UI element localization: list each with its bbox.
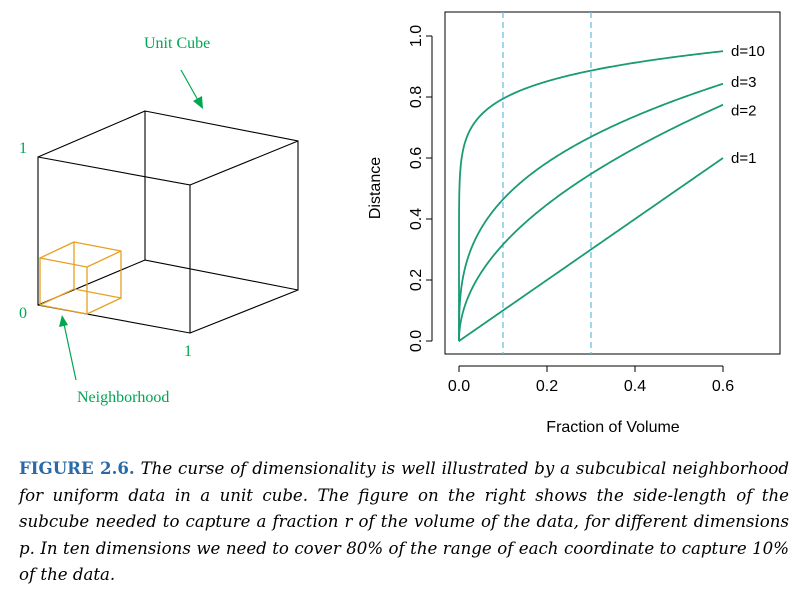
reference-lines (502, 12, 592, 354)
curve-label-d=1: d=1 (731, 150, 756, 167)
curve-d=10 (458, 50, 724, 341)
tick-1-horizontal: 1 (184, 343, 192, 360)
x-tick-label-0.4: 0.4 (624, 378, 646, 395)
x-axis: 0.0 0.2 0.4 0.6 (448, 365, 734, 395)
caption-label: FIGURE 2.6. (19, 458, 135, 478)
x-axis-label: Fraction of Volume (546, 419, 680, 436)
figure-caption: FIGURE 2.6. The curse of dimensionality … (19, 455, 789, 589)
y-tick-label-0.0: 0.0 (408, 330, 425, 352)
curve-label-d=2: d=2 (731, 103, 756, 120)
x-tick-label-0.6: 0.6 (712, 378, 734, 395)
curve-d=1 (458, 157, 724, 342)
distance-chart: d=1d=2d=3d=10 0.0 0.2 0.4 0.6 0.00.20.40.60… (367, 11, 781, 436)
curve-d=3 (458, 82, 724, 341)
caption-text: The curse of dimensionality is well illu… (19, 459, 789, 584)
y-axis: 0.0 0.2 0.4 0.6 0.8 1.0 (408, 25, 433, 352)
plot-frame (444, 11, 781, 355)
unit-cube-diagram: Unit Cube Neighborhood 1 0 1 (19, 35, 299, 406)
figure-2-6: Unit Cube Neighborhood 1 0 1 d=1d=2d=3d=… (19, 11, 781, 436)
y-tick-label-0.6: 0.6 (408, 147, 425, 169)
unit-cube (37, 110, 299, 334)
curve-d=2 (458, 103, 724, 341)
y-tick-label-0.2: 0.2 (408, 269, 425, 291)
curve-label-d=10: d=10 (731, 43, 765, 60)
curve-label-d=3: d=3 (731, 74, 756, 91)
y-tick-label-0.8: 0.8 (408, 86, 425, 108)
neighborhood-subcube (39, 241, 122, 315)
unit-cube-arrow (180, 69, 203, 109)
x-tick-label-0.2: 0.2 (536, 378, 558, 395)
curves (458, 50, 724, 342)
neighborhood-label: Neighborhood (77, 389, 169, 406)
x-tick-label-0.0: 0.0 (448, 378, 470, 395)
curve-labels: d=1 d=2 d=3 d=10 (731, 43, 765, 167)
tick-0: 0 (19, 305, 27, 322)
y-axis-label: Distance (367, 157, 384, 219)
unit-cube-label: Unit Cube (144, 35, 210, 52)
tick-1-vertical: 1 (19, 140, 27, 157)
neighborhood-arrow (59, 315, 77, 381)
y-tick-label-0.4: 0.4 (408, 208, 425, 230)
y-tick-label-1.0: 1.0 (408, 25, 425, 47)
